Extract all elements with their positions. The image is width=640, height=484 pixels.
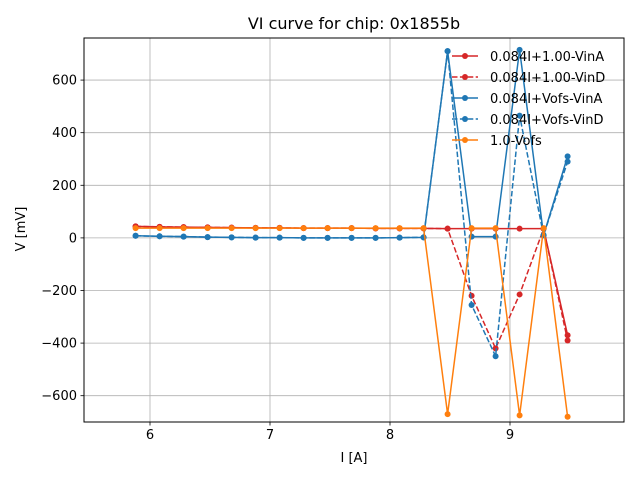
legend-entry-2: 0.084I+1.00-VinD — [452, 71, 605, 86]
data-point — [540, 225, 547, 232]
data-point — [468, 301, 475, 308]
data-point — [444, 411, 451, 418]
legend-marker — [462, 53, 468, 59]
data-point — [516, 412, 523, 419]
chart-title: VI curve for chip: 0x1855b — [248, 14, 460, 33]
x-tick-label: 7 — [266, 428, 274, 443]
data-point — [204, 234, 211, 241]
data-point — [372, 234, 379, 241]
data-point — [444, 48, 451, 55]
y-tick-label: 600 — [52, 74, 77, 89]
y-tick-label: 400 — [52, 126, 77, 141]
data-point — [396, 225, 403, 232]
data-point — [348, 234, 355, 241]
x-tick-label: 6 — [146, 428, 154, 443]
y-tick-label: 0 — [69, 231, 77, 246]
y-axis-label: V [mV] — [14, 207, 29, 252]
legend-label: 0.084I+1.00-VinD — [490, 71, 605, 86]
data-point — [276, 234, 283, 241]
y-tick-label: −600 — [41, 389, 77, 404]
data-point — [324, 225, 331, 232]
data-point — [204, 225, 211, 232]
data-point — [180, 225, 187, 232]
data-point — [348, 225, 355, 232]
data-point — [492, 225, 499, 232]
data-point — [564, 153, 571, 160]
data-point — [180, 233, 187, 240]
y-tick-label: 200 — [52, 179, 77, 194]
data-point — [300, 225, 307, 232]
data-point — [132, 225, 139, 232]
legend-entry-1: 0.084I+1.00-VinA — [452, 50, 604, 65]
data-point — [492, 353, 499, 360]
data-point — [516, 112, 523, 119]
data-point — [300, 234, 307, 241]
data-point — [228, 225, 235, 232]
grid — [84, 38, 624, 422]
plot-area — [132, 46, 571, 420]
legend-marker — [462, 95, 468, 101]
series-5 — [132, 225, 571, 420]
legend: 0.084I+1.00-VinA 0.084I+1.00-VinD 0.084I+V… — [452, 50, 605, 149]
legend-entry-3: 0.084I+Vofs-VinA — [452, 92, 603, 107]
y-tick-label: −200 — [41, 284, 77, 299]
data-point — [564, 337, 571, 344]
data-point — [228, 234, 235, 241]
data-point — [420, 225, 427, 232]
series-4 — [132, 48, 571, 360]
legend-label: 0.084I+1.00-VinA — [490, 50, 604, 65]
legend-label: 0.084I+Vofs-VinD — [490, 113, 604, 128]
y-tick-label: −400 — [41, 337, 77, 352]
data-point — [564, 158, 571, 165]
data-point — [156, 225, 163, 232]
data-point — [396, 234, 403, 241]
data-point — [516, 291, 523, 298]
legend-marker — [462, 74, 468, 80]
axes-frame — [83, 37, 625, 423]
x-tick-label: 8 — [386, 428, 394, 443]
x-tick-label: 9 — [506, 428, 514, 443]
data-point — [372, 225, 379, 232]
data-point — [492, 345, 499, 352]
data-point — [444, 225, 451, 232]
data-point — [516, 46, 523, 53]
legend-label: 1.0-Vofs — [490, 134, 542, 149]
data-point — [156, 233, 163, 240]
legend-entry-5: 1.0-Vofs — [452, 134, 542, 149]
data-point — [468, 225, 475, 232]
legend-marker — [462, 137, 468, 143]
legend-label: 0.084I+Vofs-VinA — [490, 92, 603, 107]
x-axis-label: I [A] — [340, 451, 367, 466]
data-point — [132, 232, 139, 239]
legend-marker — [462, 116, 468, 122]
data-point — [276, 225, 283, 232]
data-point — [324, 234, 331, 241]
data-point — [516, 225, 523, 232]
axis-ticks: 6 7 8 9 −600 −400 −200 0 200 400 600 — [41, 74, 514, 443]
data-point — [564, 413, 571, 420]
data-point — [252, 225, 259, 232]
legend-entry-4: 0.084I+Vofs-VinD — [452, 113, 604, 128]
data-point — [252, 234, 259, 241]
